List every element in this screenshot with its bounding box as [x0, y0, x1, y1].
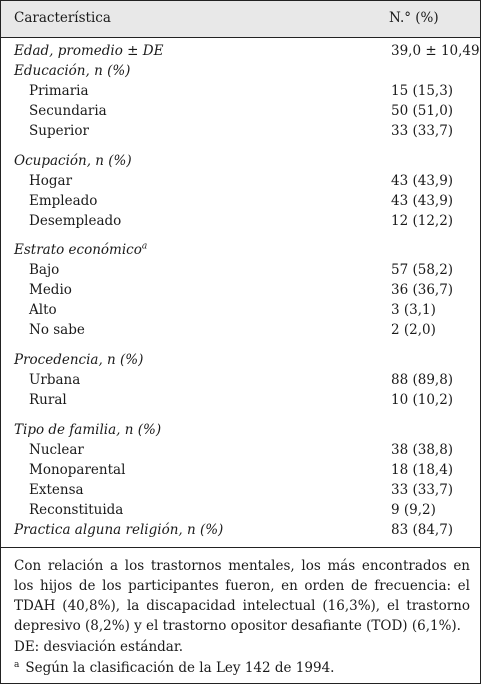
table-row: Estrato económicoa	[1, 240, 480, 260]
row-label-text: Desempleado	[29, 213, 122, 229]
row-category-label: Educación, n (%)	[14, 61, 130, 81]
footer-footnote: a Según la clasificación de la Ley 142 de…	[14, 658, 334, 678]
table-row: Superior 33 (33,7)	[1, 121, 480, 141]
table-row: Procedencia, n (%)	[1, 350, 480, 370]
row-value: 2 (2,0)	[391, 322, 436, 338]
row-subitem-label: Empleado	[29, 191, 97, 211]
table-row: No sabe 2 (2,0)	[1, 320, 480, 340]
row-value: 43 (43,9)	[391, 173, 454, 189]
row-category-label: Ocupación, n (%)	[14, 151, 132, 171]
row-label-text: Reconstituida	[29, 502, 124, 518]
table-row: Extensa 33 (33,7)	[1, 480, 480, 500]
row-subitem-label: Urbana	[29, 370, 80, 390]
table-row: Secundaria 50 (51,0)	[1, 101, 480, 121]
table-row: Hogar 43 (43,9)	[1, 171, 480, 191]
row-value: 33 (33,7)	[391, 482, 454, 498]
row-value: 10 (10,2)	[391, 392, 454, 408]
table-header: Característica N.° (%)	[1, 1, 480, 38]
table-row: Desempleado 12 (12,2)	[1, 211, 480, 231]
row-label-text: Nuclear	[29, 442, 84, 458]
row-subitem-label: Primaria	[29, 81, 89, 101]
row-value: 57 (58,2)	[391, 262, 454, 278]
row-subitem-label: Nuclear	[29, 440, 84, 460]
row-label-text: Procedencia, n (%)	[14, 352, 144, 368]
row-label-text: Hogar	[29, 173, 73, 189]
table-row: Bajo 57 (58,2)	[1, 260, 480, 280]
table-footer: Con relación a los trastornos mentales, …	[1, 547, 480, 685]
row-label-text: Practica alguna religión, n (%)	[14, 522, 224, 538]
footer-note: Con relación a los trastornos mentales, …	[14, 558, 470, 634]
row-label-text: Medio	[29, 282, 72, 298]
row-value: 38 (38,8)	[391, 442, 454, 458]
table-row: Nuclear 38 (38,8)	[1, 440, 480, 460]
row-value: 9 (9,2)	[391, 502, 436, 518]
row-subitem-label: Hogar	[29, 171, 72, 191]
table-row: Practica alguna religión, n (%) 83 (84,7)	[1, 520, 480, 540]
row-value: 83 (84,7)	[391, 522, 454, 538]
row-subitem-label: Bajo	[29, 260, 59, 280]
row-label-text: Superior	[29, 123, 89, 139]
row-category-label: Edad, promedio ± DE	[14, 41, 163, 61]
row-value: 15 (15,3)	[391, 83, 454, 99]
row-subitem-label: No sabe	[29, 320, 85, 340]
row-value: 12 (12,2)	[391, 213, 454, 229]
row-value: 39,0 ± 10,49	[391, 43, 480, 59]
row-value: 3 (3,1)	[391, 302, 436, 318]
row-label-text: Alto	[29, 302, 57, 318]
table-row: Medio 36 (36,7)	[1, 280, 480, 300]
table-row: Educación, n (%)	[1, 61, 480, 81]
row-label-text: Rural	[29, 392, 67, 408]
row-subitem-label: Rural	[29, 390, 67, 410]
footnote-mark: a	[14, 659, 20, 670]
footer-abbreviation: DE: desviación estándar.	[14, 639, 184, 655]
row-category-label: Procedencia, n (%)	[14, 350, 143, 370]
row-label-text: Extensa	[29, 482, 84, 498]
table-row: Primaria 15 (15,3)	[1, 81, 480, 101]
row-label-text: Empleado	[29, 193, 98, 209]
row-subitem-label: Desempleado	[29, 211, 121, 231]
row-label-text: Tipo de familia, n (%)	[14, 422, 162, 438]
row-value: 36 (36,7)	[391, 282, 454, 298]
row-value: 18 (18,4)	[391, 462, 454, 478]
row-label-text: Secundaria	[29, 103, 107, 119]
row-label-text: Urbana	[29, 372, 81, 388]
row-value: 33 (33,7)	[391, 123, 454, 139]
table-row: Tipo de familia, n (%)	[1, 420, 480, 440]
row-label-text: Primaria	[29, 83, 89, 99]
row-subitem-label: Extensa	[29, 480, 84, 500]
row-value: 43 (43,9)	[391, 193, 454, 209]
row-value: 50 (51,0)	[391, 103, 454, 119]
row-subitem-label: Superior	[29, 121, 89, 141]
row-category-label: Practica alguna religión, n (%)	[14, 520, 223, 540]
table-row: Monoparental 18 (18,4)	[1, 460, 480, 480]
footnote-text: Según la clasificación de la Ley 142 de …	[25, 660, 335, 676]
row-category-label: Tipo de familia, n (%)	[14, 420, 161, 440]
row-subitem-label: Reconstituida	[29, 500, 123, 520]
header-characteristic: Característica	[14, 10, 111, 26]
row-subitem-label: Medio	[29, 280, 72, 300]
row-subitem-label: Alto	[29, 300, 57, 320]
row-label-text: No sabe	[29, 322, 85, 338]
table-row: Reconstituida 9 (9,2)	[1, 500, 480, 520]
row-subitem-label: Monoparental	[29, 460, 125, 480]
row-category-label: Estrato económicoa	[14, 240, 147, 260]
table-row: Rural 10 (10,2)	[1, 390, 480, 410]
table-row: Empleado 43 (43,9)	[1, 191, 480, 211]
row-label-text: Estrato económico	[14, 242, 142, 258]
table-row: Alto 3 (3,1)	[1, 300, 480, 320]
row-label-text: Bajo	[29, 262, 60, 278]
row-label-text: Ocupación, n (%)	[14, 153, 132, 169]
table-row: Ocupación, n (%)	[1, 151, 480, 171]
header-count-percent: N.° (%)	[389, 10, 439, 26]
row-label-text: Educación, n (%)	[14, 63, 131, 79]
table-row: Edad, promedio ± DE 39,0 ± 10,49	[1, 41, 480, 61]
row-label-text: Edad, promedio ± DE	[14, 43, 164, 59]
row-label-text: Monoparental	[29, 462, 126, 478]
table-row: Urbana 88 (89,8)	[1, 370, 480, 390]
footnote-reference: a	[141, 241, 148, 252]
row-value: 88 (89,8)	[391, 372, 454, 388]
row-subitem-label: Secundaria	[29, 101, 107, 121]
